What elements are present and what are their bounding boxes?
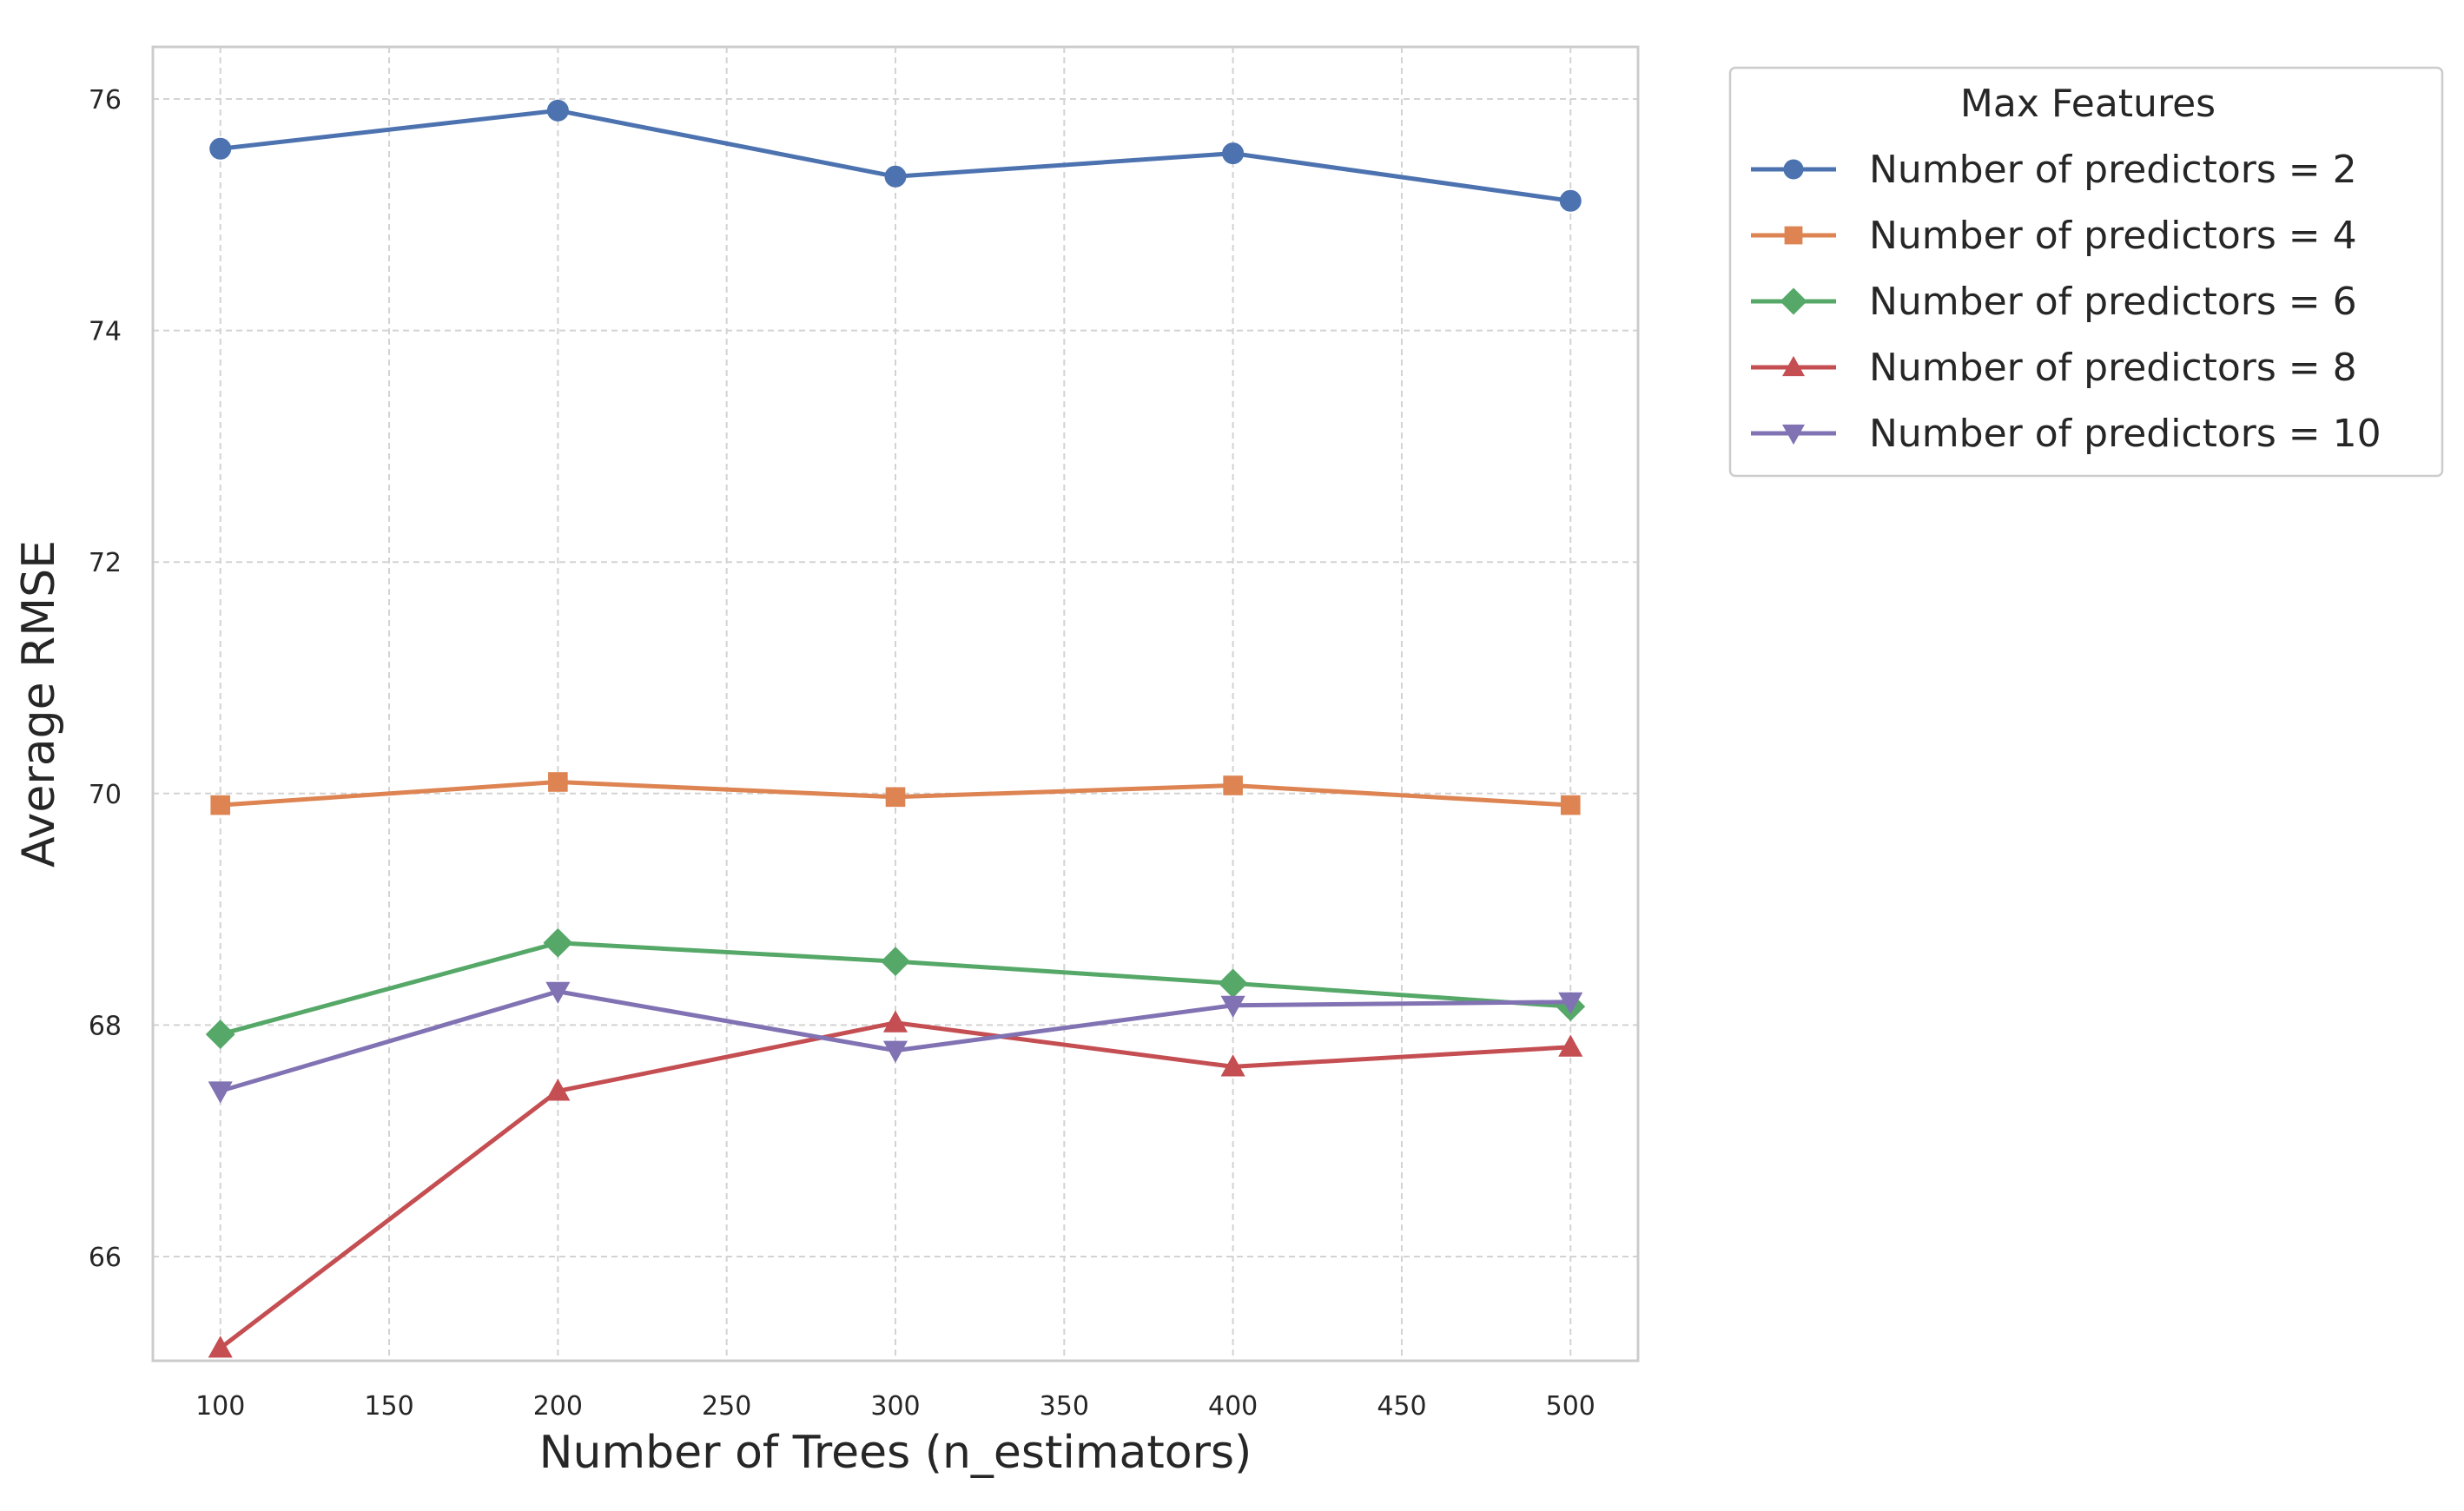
series-5 xyxy=(208,981,1583,1104)
legend-title: Max Features xyxy=(1960,82,2216,126)
legend-marker xyxy=(1780,287,1807,315)
x-tick-label: 200 xyxy=(533,1391,583,1422)
legend: Max Features Number of predictors = 2Num… xyxy=(1728,66,2444,478)
data-point xyxy=(1559,189,1582,212)
data-point xyxy=(884,165,907,188)
y-tick-label: 76 xyxy=(89,85,122,115)
legend-items: Number of predictors = 2 Number of predic… xyxy=(1751,148,2381,456)
legend-marker xyxy=(1783,159,1804,180)
y-axis-ticks: 66 68 70 72 74 76 xyxy=(89,85,122,1273)
data-point xyxy=(1220,995,1245,1018)
legend-label: Number of predictors = 6 xyxy=(1869,280,2357,324)
data-point xyxy=(543,927,573,958)
y-axis-title: Average RMSE xyxy=(13,540,65,868)
legend-item: Number of predictors = 6 xyxy=(1751,280,2357,324)
data-point xyxy=(545,1079,571,1101)
legend-label: Number of predictors = 10 xyxy=(1869,412,2381,456)
data-point xyxy=(1220,1054,1245,1077)
data-point xyxy=(885,787,906,808)
legend-box xyxy=(1728,66,2444,478)
data-point xyxy=(882,1040,908,1063)
data-point xyxy=(208,1081,233,1104)
data-point xyxy=(205,1019,235,1049)
legend-marker xyxy=(1784,226,1803,245)
x-tick-label: 250 xyxy=(702,1391,751,1422)
legend-item: Number of predictors = 10 xyxy=(1751,412,2381,456)
x-axis-title: Number of Trees (n_estimators) xyxy=(539,1427,1252,1479)
y-tick-label: 70 xyxy=(89,780,122,810)
legend-item: Number of predictors = 2 xyxy=(1751,148,2357,192)
series-2 xyxy=(210,772,1581,815)
legend-label: Number of predictors = 4 xyxy=(1869,214,2357,258)
series-4 xyxy=(208,1010,1583,1358)
data-point xyxy=(1558,992,1583,1014)
data-point xyxy=(546,99,569,122)
data-point xyxy=(210,795,231,815)
data-point xyxy=(882,1010,908,1033)
x-tick-label: 500 xyxy=(1546,1391,1595,1422)
legend-marker xyxy=(1782,355,1805,377)
data-point xyxy=(881,947,910,977)
y-tick-label: 74 xyxy=(89,317,122,347)
series-layer xyxy=(205,99,1586,1358)
series-1 xyxy=(209,99,1582,212)
x-tick-label: 300 xyxy=(870,1391,920,1422)
legend-item: Number of predictors = 8 xyxy=(1751,346,2357,390)
x-tick-label: 350 xyxy=(1040,1391,1089,1422)
data-point xyxy=(545,981,571,1004)
data-point xyxy=(1560,795,1581,815)
data-point xyxy=(1558,1034,1583,1057)
y-tick-label: 68 xyxy=(89,1011,122,1041)
x-tick-label: 400 xyxy=(1208,1391,1258,1422)
data-point xyxy=(1223,775,1243,795)
legend-label: Number of predictors = 2 xyxy=(1869,148,2357,192)
legend-label: Number of predictors = 8 xyxy=(1869,346,2357,390)
data-point xyxy=(1222,142,1245,165)
x-tick-label: 150 xyxy=(364,1391,413,1422)
x-axis-ticks: 100 150 200 250 300 350 400 450 500 xyxy=(195,1391,1595,1422)
y-tick-label: 72 xyxy=(89,548,122,578)
plot-frame xyxy=(151,45,1640,1363)
legend-item: Number of predictors = 4 xyxy=(1751,214,2357,258)
y-tick-label: 66 xyxy=(89,1243,122,1273)
data-point xyxy=(548,772,568,792)
legend-marker xyxy=(1782,424,1805,445)
data-point xyxy=(208,1336,233,1358)
x-tick-label: 450 xyxy=(1377,1391,1426,1422)
data-point xyxy=(209,137,232,160)
x-tick-label: 100 xyxy=(195,1391,245,1422)
